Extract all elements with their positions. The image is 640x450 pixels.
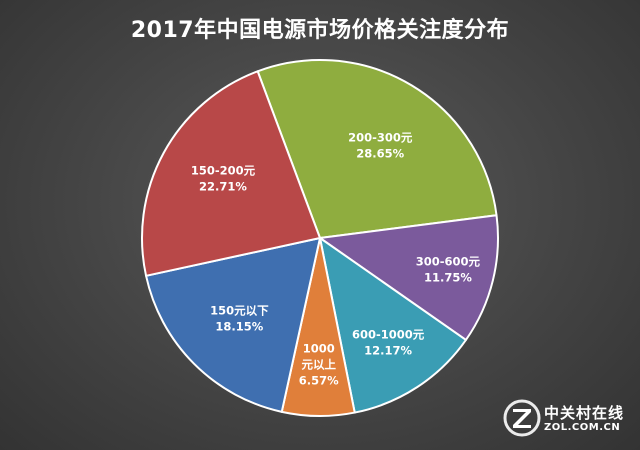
slice-label: 1000 元以上 6.57% bbox=[299, 341, 339, 387]
slice-label: 600-1000元 12.17% bbox=[352, 327, 425, 357]
pie-slice bbox=[319, 237, 467, 414]
chart-title: 2017年中国电源市场价格关注度分布 bbox=[130, 18, 510, 43]
watermark-domain: ZOL.COM.CN bbox=[544, 422, 621, 433]
slice-label: 150元以下 18.15% bbox=[210, 303, 269, 333]
pie-slice bbox=[145, 237, 321, 413]
pie-labels: 200-300元 28.65% 300-600元 11.75% 600-1000元 12.… bbox=[191, 131, 481, 388]
pie-slice bbox=[319, 214, 499, 341]
pie-slice bbox=[141, 70, 321, 277]
slice-label: 300-600元 11.75% bbox=[416, 254, 481, 284]
zol-logo-icon bbox=[503, 399, 541, 437]
pie-slice bbox=[256, 59, 498, 239]
slice-label: 200-300元 28.65% bbox=[348, 131, 413, 161]
zol-watermark: 中关村在线 ZOL.COM.CN bbox=[502, 398, 632, 442]
watermark-brand: 中关村在线 bbox=[544, 404, 625, 422]
pie-slices bbox=[141, 59, 499, 417]
slice-label: 150-200元 22.71% bbox=[191, 163, 256, 193]
